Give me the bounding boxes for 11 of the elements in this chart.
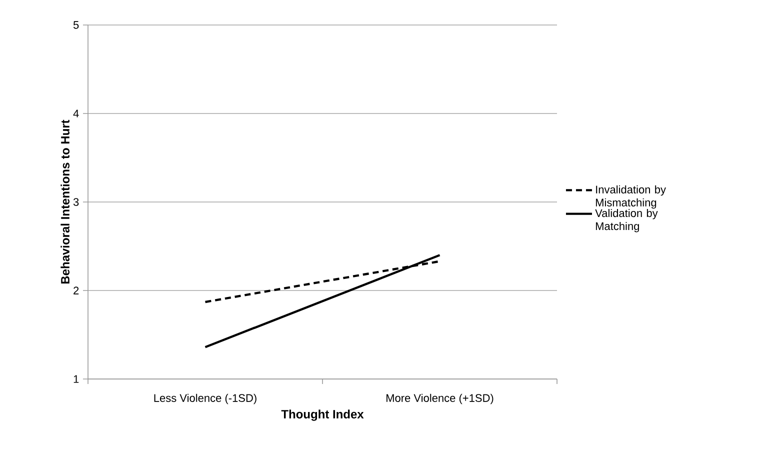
legend-label: Validation by Matching bbox=[595, 208, 658, 232]
y-tick-label: 5 bbox=[73, 21, 79, 29]
x-axis-title: Thought Index bbox=[281, 410, 364, 421]
y-tick-label: 4 bbox=[73, 110, 79, 118]
legend-label: Invalidation by Mismatching bbox=[596, 185, 666, 209]
y-tick-label: 2 bbox=[74, 286, 79, 294]
y-tick-label: 3 bbox=[73, 198, 79, 206]
y-axis-title: Behavioral Intentions to Hurt bbox=[60, 120, 70, 284]
x-tick-label: Less Violence (-1SD) bbox=[154, 394, 256, 404]
y-tick-label: 1 bbox=[74, 375, 79, 383]
x-tick-label: More Violence (+1SD) bbox=[386, 394, 494, 404]
